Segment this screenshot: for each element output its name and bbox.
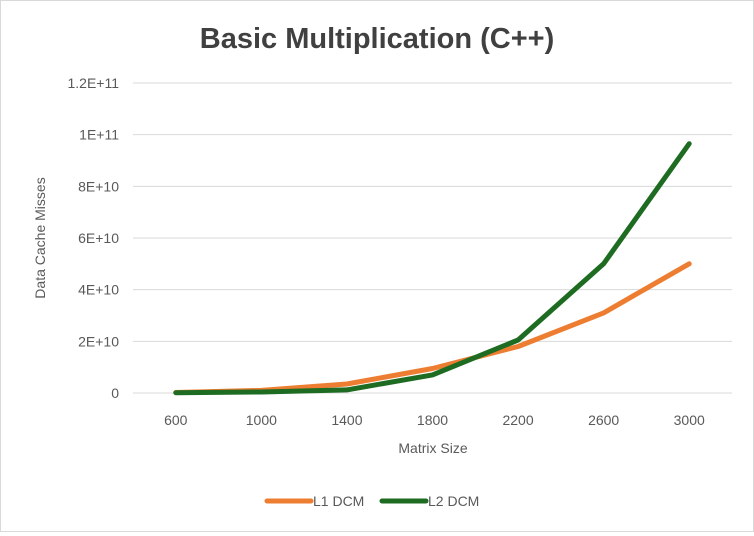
y-tick-label: 2E+10 (78, 333, 119, 349)
x-axis-label: Matrix Size (398, 440, 467, 456)
x-tick-label: 2600 (588, 412, 619, 428)
y-axis-ticks: 0 2E+10 4E+10 6E+10 8E+10 1E+11 1.2E+11 (67, 75, 119, 401)
y-tick-label: 4E+10 (78, 282, 119, 298)
y-tick-label: 6E+10 (78, 230, 119, 246)
y-tick-label: 1.2E+11 (67, 75, 119, 91)
legend-label: L2 DCM (428, 493, 479, 509)
legend-label: L1 DCM (313, 493, 364, 509)
series-line-l2-dcm (173, 141, 692, 396)
gridlines (133, 82, 732, 394)
x-tick-label: 1800 (417, 412, 448, 428)
y-tick-label: 0 (111, 385, 119, 401)
chart-title: Basic Multiplication (C++) (200, 23, 555, 55)
x-tick-label: 3000 (674, 412, 705, 428)
x-tick-label: 600 (164, 412, 188, 428)
series-lines (173, 141, 692, 396)
legend: L1 DCM L2 DCM (264, 493, 479, 509)
y-tick-label: 8E+10 (78, 178, 119, 194)
y-tick-label: 1E+11 (79, 127, 119, 143)
x-tick-label: 2200 (502, 412, 533, 428)
y-axis-label: Data Cache Misses (32, 177, 48, 298)
x-tick-label: 1000 (246, 412, 277, 428)
x-tick-label: 1400 (331, 412, 362, 428)
x-axis-ticks: 600 1000 1400 1800 2200 2600 3000 (164, 412, 705, 428)
